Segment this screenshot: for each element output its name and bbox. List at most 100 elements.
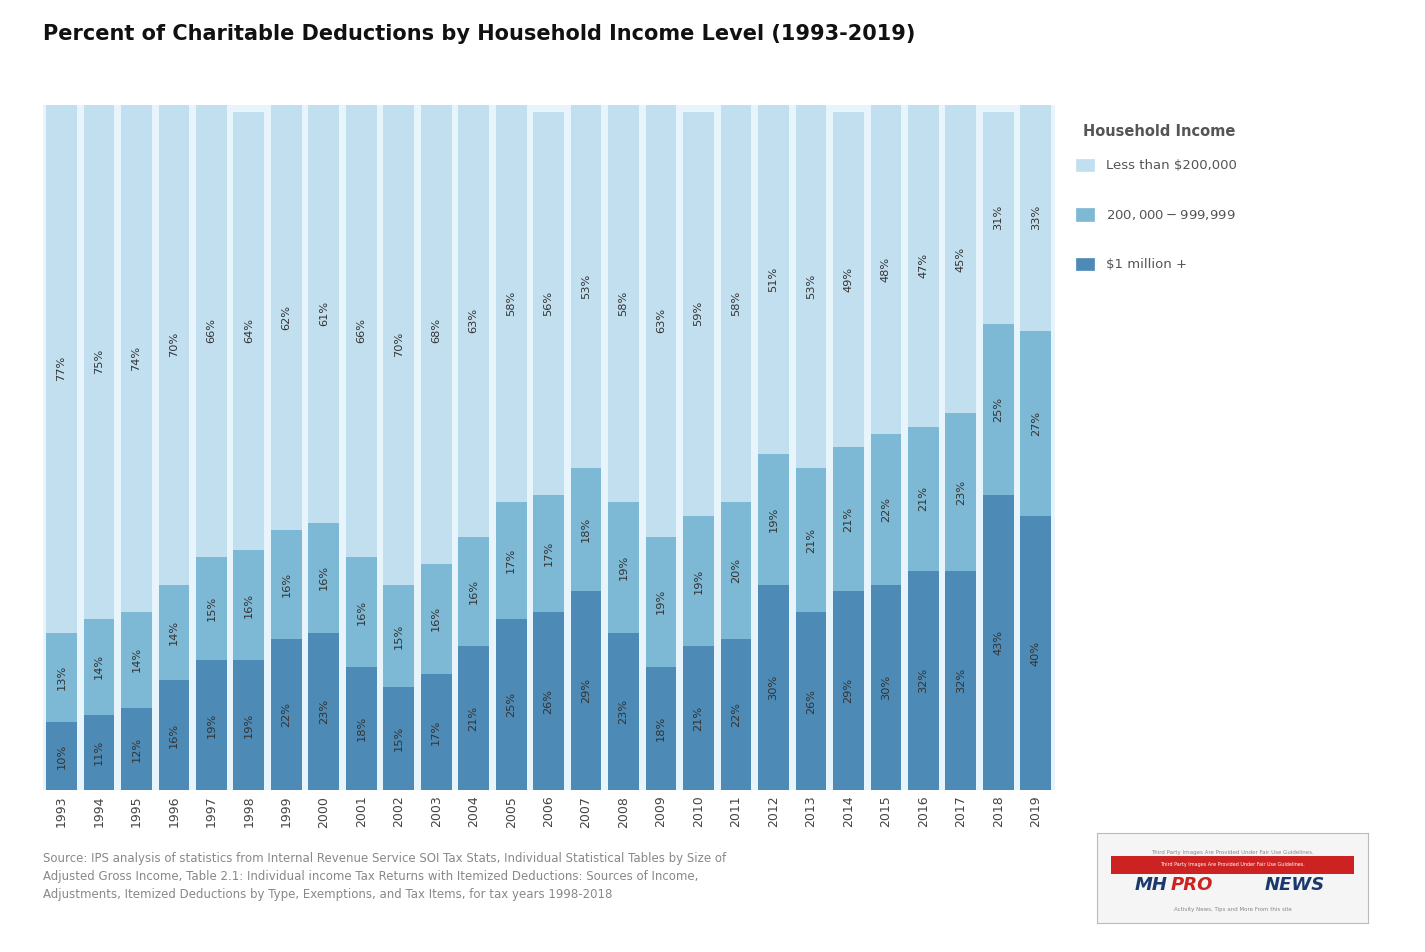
Bar bbox=[871, 434, 901, 585]
Bar bbox=[459, 105, 489, 537]
Text: 49%: 49% bbox=[844, 267, 854, 292]
Bar bbox=[721, 503, 751, 640]
Bar bbox=[420, 564, 452, 674]
Bar bbox=[983, 111, 1013, 324]
Text: 58%: 58% bbox=[618, 291, 628, 316]
Text: 58%: 58% bbox=[506, 291, 516, 316]
Text: 30%: 30% bbox=[768, 675, 778, 700]
Text: 53%: 53% bbox=[581, 274, 591, 299]
Bar bbox=[234, 660, 264, 790]
Bar bbox=[758, 105, 789, 454]
Text: 17%: 17% bbox=[543, 541, 554, 566]
Text: Third Party Images Are Provided Under Fair Use Guidelines.: Third Party Images Are Provided Under Fa… bbox=[1151, 850, 1314, 856]
Bar bbox=[533, 111, 564, 495]
Text: 32%: 32% bbox=[918, 668, 928, 693]
Text: 16%: 16% bbox=[170, 723, 180, 748]
Bar bbox=[496, 619, 526, 790]
Bar bbox=[496, 503, 526, 619]
Bar bbox=[346, 557, 376, 666]
Text: 23%: 23% bbox=[319, 699, 329, 724]
Bar bbox=[271, 105, 302, 529]
Bar bbox=[121, 105, 152, 612]
Text: MH: MH bbox=[1134, 877, 1167, 895]
Bar bbox=[983, 495, 1013, 790]
Text: 74%: 74% bbox=[131, 346, 141, 371]
Text: 33%: 33% bbox=[1030, 206, 1040, 230]
Bar bbox=[271, 529, 302, 640]
Text: 16%: 16% bbox=[356, 600, 366, 625]
Bar bbox=[197, 557, 227, 660]
Text: 29%: 29% bbox=[844, 678, 854, 704]
Bar bbox=[683, 111, 714, 516]
Text: 16%: 16% bbox=[281, 572, 291, 597]
Bar bbox=[646, 105, 677, 537]
Text: 17%: 17% bbox=[506, 548, 516, 573]
Bar bbox=[908, 571, 939, 790]
Bar bbox=[420, 98, 452, 564]
Text: 19%: 19% bbox=[618, 555, 628, 580]
Bar bbox=[683, 646, 714, 790]
Bar bbox=[834, 591, 864, 790]
Bar bbox=[533, 495, 564, 612]
Bar bbox=[346, 105, 376, 557]
Bar bbox=[308, 523, 339, 632]
Text: 40%: 40% bbox=[1030, 641, 1040, 665]
Text: 16%: 16% bbox=[432, 606, 442, 631]
Text: 23%: 23% bbox=[956, 480, 966, 505]
Text: 19%: 19% bbox=[656, 589, 665, 614]
Text: 68%: 68% bbox=[432, 318, 442, 344]
Bar bbox=[871, 105, 901, 434]
Text: 53%: 53% bbox=[807, 274, 817, 299]
Bar bbox=[533, 612, 564, 790]
Text: 12%: 12% bbox=[131, 737, 141, 762]
Text: 25%: 25% bbox=[993, 397, 1003, 423]
Bar bbox=[945, 413, 976, 571]
Text: 21%: 21% bbox=[918, 486, 928, 511]
Text: 70%: 70% bbox=[393, 332, 403, 357]
Bar bbox=[646, 537, 677, 666]
Text: 62%: 62% bbox=[281, 305, 291, 329]
Text: 66%: 66% bbox=[356, 318, 366, 344]
Text: 30%: 30% bbox=[881, 675, 891, 700]
Text: Household Income: Household Income bbox=[1083, 124, 1235, 139]
Bar bbox=[84, 619, 114, 715]
Text: 31%: 31% bbox=[993, 206, 1003, 230]
Text: 23%: 23% bbox=[618, 699, 628, 724]
Bar bbox=[197, 105, 227, 557]
Text: 19%: 19% bbox=[244, 712, 254, 738]
Bar bbox=[721, 640, 751, 790]
Bar bbox=[84, 715, 114, 790]
Text: 66%: 66% bbox=[207, 318, 217, 344]
Bar bbox=[758, 585, 789, 790]
Bar bbox=[908, 426, 939, 571]
Text: 21%: 21% bbox=[807, 527, 817, 552]
Bar bbox=[46, 632, 77, 722]
Bar bbox=[46, 105, 77, 632]
Text: 11%: 11% bbox=[94, 740, 104, 765]
Bar bbox=[908, 105, 939, 426]
Text: 20%: 20% bbox=[731, 558, 741, 584]
Bar bbox=[945, 571, 976, 790]
Text: 15%: 15% bbox=[207, 596, 217, 621]
Bar bbox=[646, 666, 677, 790]
Text: 18%: 18% bbox=[581, 517, 591, 543]
Text: 56%: 56% bbox=[543, 291, 554, 316]
Bar bbox=[758, 454, 789, 585]
Bar bbox=[571, 591, 601, 790]
Bar bbox=[271, 640, 302, 790]
Text: 17%: 17% bbox=[432, 720, 442, 744]
Bar bbox=[346, 666, 376, 790]
Bar bbox=[683, 516, 714, 646]
Bar bbox=[383, 585, 415, 687]
Bar bbox=[795, 105, 826, 468]
Bar bbox=[197, 660, 227, 790]
Text: 14%: 14% bbox=[94, 654, 104, 680]
Bar bbox=[234, 550, 264, 660]
Text: 18%: 18% bbox=[356, 716, 366, 741]
Text: 59%: 59% bbox=[694, 301, 704, 327]
Text: 15%: 15% bbox=[393, 726, 403, 751]
Text: Source: IPS analysis of statistics from Internal Revenue Service SOI Tax Stats, : Source: IPS analysis of statistics from … bbox=[43, 852, 725, 901]
Text: 63%: 63% bbox=[656, 308, 665, 333]
Text: 70%: 70% bbox=[170, 332, 180, 357]
Text: 45%: 45% bbox=[956, 247, 966, 271]
